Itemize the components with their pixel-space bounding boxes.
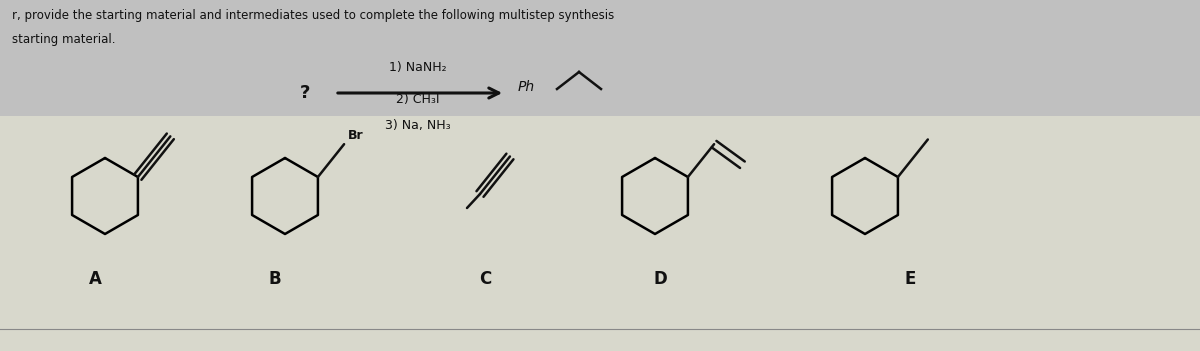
Text: r, provide the starting material and intermediates used to complete the followin: r, provide the starting material and int… (12, 9, 614, 22)
Text: ?: ? (300, 84, 310, 102)
Text: E: E (905, 270, 916, 288)
Text: A: A (89, 270, 102, 288)
Text: 3) Na, NH₃: 3) Na, NH₃ (385, 119, 451, 132)
Text: D: D (653, 270, 667, 288)
Text: B: B (269, 270, 281, 288)
Bar (0, 116, 1200, 351)
Text: Br: Br (348, 129, 364, 142)
Text: C: C (479, 270, 491, 288)
Text: 1) NaNH₂: 1) NaNH₂ (389, 60, 446, 73)
Text: starting material.: starting material. (12, 33, 115, 46)
Text: Ph: Ph (518, 80, 535, 94)
Text: 2) CH₃I: 2) CH₃I (396, 93, 439, 106)
